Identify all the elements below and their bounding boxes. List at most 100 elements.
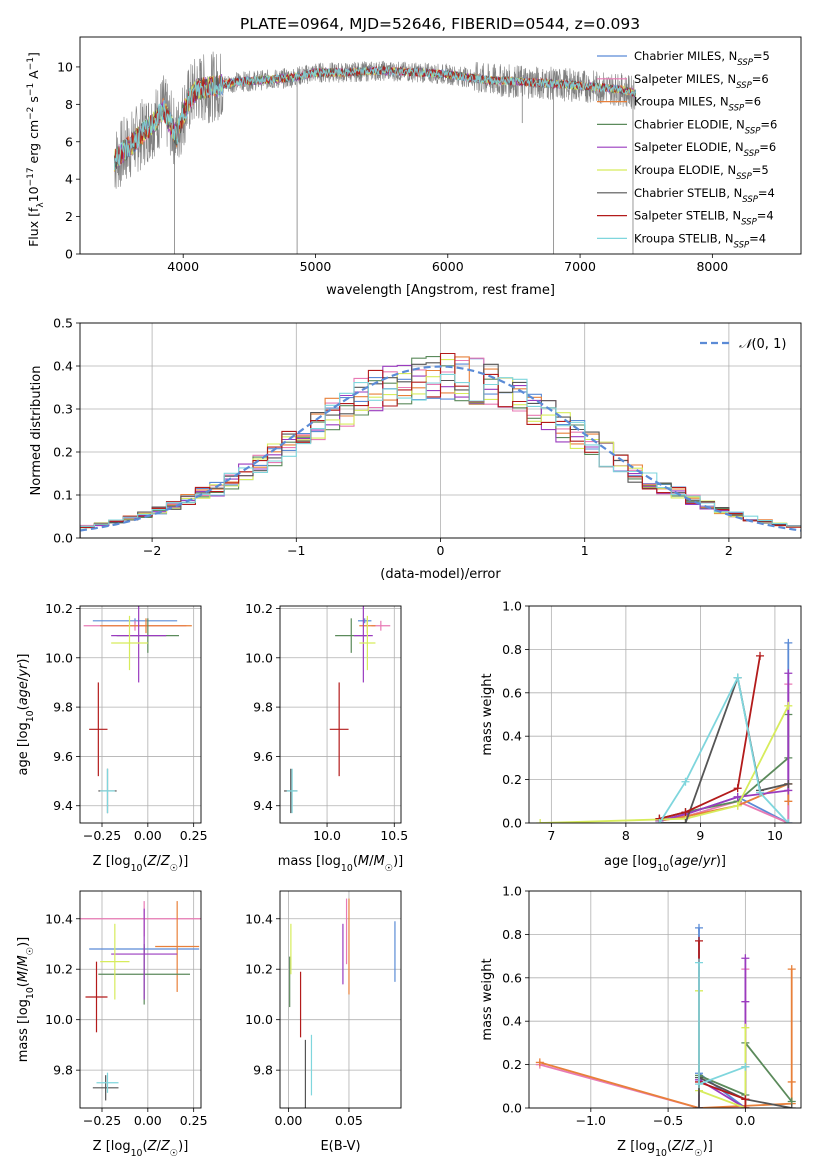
weight-marker-kroupa-elodie [536,819,545,823]
errorbar-kroupa-elodie [100,923,130,1000]
spectrum-ytick-label: 8 [65,97,73,112]
weight-marker-salpeter-stelib [756,651,765,660]
residuals-frame [79,322,802,539]
weight_vs_age-ytick-label: 1.0 [502,599,522,614]
weight-marker-kroupa-miles [784,797,793,806]
legend-label-salpeter-stelib: Salpeter STELIB, NSSP=4 [634,209,774,228]
weight-marker-salpeter-elodie [741,997,750,1006]
mass_vs_Z-xtick-label: 0.00 [134,1113,162,1128]
residuals-ytick-label: 0.2 [53,445,73,460]
errorbar-kroupa-elodie [359,615,376,671]
weight-marker-salpeter-stelib [695,936,703,945]
weight-marker-kroupa-stelib [733,673,742,682]
weight-marker-kroupa-stelib [681,777,690,786]
weight-line-chabrier-miles [659,642,790,823]
errorbar-kroupa-miles [100,618,192,634]
residuals-axes: −2 −1 0 1 2 0.0 0.1 0.2 0.3 0.4 0.5 [53,316,801,558]
age_vs_Z-ylabel: age [log10(age/yr)] [16,653,36,775]
weight-line-kroupa-stelib [698,962,746,1086]
residuals-ytick-label: 0.0 [53,531,73,546]
weight_vs_Z-ytick-label: 0.0 [502,1101,522,1116]
residuals-xtick-label: 1 [581,543,589,558]
weight-marker-kroupa-miles [535,1058,544,1067]
spectrum-legend: Chabrier MILES, NSSP=5 Salpeter MILES, NS… [597,49,777,250]
weight-marker-salpeter-elodie [784,669,793,678]
spectrum-ytick-label: 2 [65,209,73,224]
weight-marker-kroupa-stelib [695,1080,703,1089]
age_vs_Z-xtick-label: 0.25 [180,828,208,843]
mass_vs_Z-ytick-label: 10.0 [45,1012,73,1027]
age_vs_Z-ytick-label: 10.0 [45,650,73,665]
weight-marker-kroupa-stelib [741,1062,750,1071]
weight-marker-chabrier-miles [695,923,703,932]
residuals-ylabel: Normed distribution [29,366,44,496]
legend-label-chabrier-elodie: Chabrier ELODIE, NSSP=6 [634,117,777,136]
mass_vs_Z-ytick-label: 10.4 [45,911,73,926]
mass_vs_Z-frame [79,890,202,1109]
legend-label-chabrier-stelib: Chabrier STELIB, NSSP=4 [634,186,775,205]
age_vs_Z-xlabel: Z [log10(Z/Z☉)] [93,854,189,874]
spectrum-xlabel: wavelength [Angstrom, rest frame] [326,283,555,298]
weight_vs_Z-plot-area [535,923,796,1108]
figure-title: PLATE=0964, MJD=52646, FIBERID=0544, z=0… [240,15,640,33]
errorbar-chabrier-stelib [92,1075,119,1101]
age_vs_Z-xtick-label: −0.25 [83,828,121,843]
weight_vs_age-ytick-label: 0.0 [502,816,522,831]
mass_vs_EBV-plot-area [289,898,396,1108]
weight_vs_Z-ytick-label: 1.0 [502,884,522,899]
residuals-legend: 𝒩(0, 1) [700,337,786,352]
age_vs_Z-ytick-label: 9.8 [53,700,73,715]
spectrum-xtick-label: 6000 [432,259,464,274]
errorbar-salpeter-stelib [89,682,108,777]
mass_vs_Z-ylabel: mass [log10(M/M☉)] [16,937,36,1063]
weight_vs_Z-xlabel: Z [log10(Z/Z☉)] [617,1139,713,1159]
age_vs_mass-xtick-label: 10.0 [313,828,341,843]
weight-marker-kroupa-stelib [695,958,703,967]
mass_vs_EBV-xtick-label: 0.00 [275,1113,303,1128]
weight-line-kroupa-miles [539,969,793,1108]
weight-marker-kroupa-elodie [741,1023,750,1032]
mass_vs_Z-xtick-label: −0.25 [83,1113,121,1128]
spectrum-plot-area [113,51,637,254]
age_vs_Z-ytick-label: 9.6 [53,749,73,764]
legend-label-kroupa-elodie: Kroupa ELODIE, NSSP=5 [634,163,769,182]
mass_vs_Z-plot-area [80,901,201,1101]
weight_vs_Z-frame [528,890,802,1109]
residuals-xlabel: (data-model)/error [380,567,501,582]
spectrum-xtick-label: 8000 [696,259,728,274]
errorbar-kroupa-elodie [111,615,148,671]
errorbar-kroupa-stelib [100,768,115,814]
age_vs_mass-ytick-label: 9.8 [253,700,273,715]
gaussian-curve [80,365,801,532]
weight_vs_age-xtick-label: 7 [547,828,555,843]
weight-marker-chabrier-miles [784,638,793,647]
mass_vs_EBV-ytick-label: 9.8 [253,1063,273,1078]
age_vs_mass-xlabel: mass [log10(M/M☉)] [278,854,404,874]
weight-marker-chabrier-stelib [787,1104,796,1108]
age_vs_mass-frame [279,605,402,824]
weight-marker-kroupa-stelib [756,788,765,797]
residuals-ytick-label: 0.4 [53,359,73,374]
weight-marker-salpeter-elodie [733,792,742,801]
spectrum-frame [79,36,802,255]
weight-line-salpeter-stelib [659,655,761,820]
legend-label-gaussian: 𝒩(0, 1) [739,337,786,352]
weight_vs_Z-ytick-label: 0.8 [502,927,522,942]
mass_vs_EBV-frame [279,890,402,1109]
weight_vs_age-xlabel: age [log10(age/yr)] [604,854,726,874]
legend-label-salpeter-elodie: Salpeter ELODIE, NSSP=6 [634,140,776,159]
mass_vs_Z-xlabel: Z [log10(Z/Z☉)] [93,1139,189,1159]
residuals-plot-area [80,352,801,538]
weight-marker-kroupa-stelib [784,819,793,823]
age_vs_mass-axes: 10.0 10.5 9.4 9.6 9.8 10.0 10.2 [245,601,408,843]
weight-marker-chabrier-stelib [784,779,793,788]
errorbar-salpeter-stelib [85,961,108,1033]
errorbar-kroupa-stelib [286,768,298,814]
weight-marker-kroupa-miles [787,1077,796,1086]
weight_vs_age-ytick-label: 0.8 [502,642,522,657]
age_vs_mass-ytick-label: 9.4 [253,798,273,813]
spectrum-xtick-label: 5000 [300,259,332,274]
weight_vs_Z-axes: −1.0 −0.5 0.0 0.0 0.2 0.4 0.6 0.8 1.0 [502,884,801,1128]
mass_vs_Z-axes: −0.25 0.00 0.25 9.8 10.0 10.2 10.4 [45,891,208,1128]
weight-line-kroupa-elodie [540,705,790,823]
